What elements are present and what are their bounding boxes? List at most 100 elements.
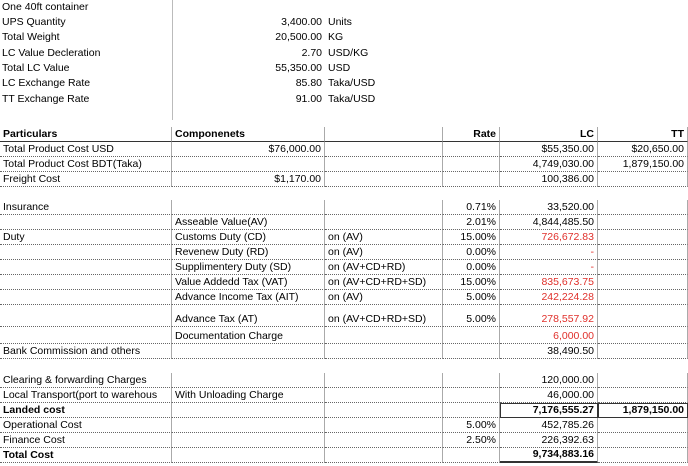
empty-cell <box>598 260 688 275</box>
component-cell: Customs Duty (CD) <box>172 230 325 245</box>
empty-cell <box>325 200 443 215</box>
component-cell: Advance Income Tax (AIT) <box>172 290 325 305</box>
particulars-cell: Insurance <box>0 200 172 215</box>
info-unit: USD/KG <box>328 46 369 59</box>
lc-cell: - <box>500 260 598 275</box>
info-value: 20,500.00 <box>275 31 322 44</box>
tt-cell: TT <box>598 127 688 142</box>
empty-cell <box>598 418 688 433</box>
info-unit: Taka/USD <box>328 92 376 105</box>
empty-cell <box>325 142 443 157</box>
lc-cell: 9,734,883.16 <box>500 448 598 463</box>
lc-cell: 4,749,030.00 <box>500 157 598 172</box>
basis-cell: on (AV+CD+RD+SD) <box>325 275 443 290</box>
basis-cell: on (AV+CD+RD) <box>325 260 443 275</box>
empty-cell <box>325 327 443 344</box>
empty-cell <box>443 172 500 187</box>
lc-cell: 242,224.28 <box>500 290 598 305</box>
lc-cell: LC <box>500 127 598 142</box>
empty-cell <box>598 327 688 344</box>
tt-cell: $20,650.00 <box>598 142 688 157</box>
empty-cell <box>443 448 500 463</box>
component-cell: $1,170.00 <box>172 172 325 187</box>
empty-cell <box>443 344 500 359</box>
lc-cell: - <box>500 245 598 260</box>
particulars-cell: Landed cost <box>0 403 172 418</box>
empty-cell <box>325 127 443 142</box>
rate-cell: 5.00% <box>443 305 500 327</box>
empty-cell <box>325 172 443 187</box>
rate-cell: Rate <box>443 127 500 142</box>
empty-cell <box>0 327 172 344</box>
rate-cell: 0.00% <box>443 260 500 275</box>
lc-cell: 726,672.83 <box>500 230 598 245</box>
empty-cell <box>443 388 500 403</box>
lc-cell: 6,000.00 <box>500 327 598 344</box>
empty-cell <box>172 344 325 359</box>
empty-cell <box>598 433 688 448</box>
component-cell: Revenew Duty (RD) <box>172 245 325 260</box>
empty-cell <box>325 448 443 463</box>
empty-cell <box>325 403 443 418</box>
lc-cell: $55,350.00 <box>500 142 598 157</box>
particulars-cell: Local Transport(port to warehous <box>0 388 172 403</box>
info-unit: Units <box>328 16 352 28</box>
particulars-cell: Bank Commission and others <box>0 344 172 359</box>
rate-cell: 2.50% <box>443 433 500 448</box>
particulars-cell: Finance Cost <box>0 433 172 448</box>
empty-cell <box>0 290 172 305</box>
lc-cell: 38,490.50 <box>500 344 598 359</box>
basis-cell: on (AV) <box>325 245 443 260</box>
component-cell: Supplimentery Duty (SD) <box>172 260 325 275</box>
info-label: UPS Quantity <box>2 16 66 28</box>
lc-cell: 120,000.00 <box>500 373 598 388</box>
particulars-cell: Freight Cost <box>0 172 172 187</box>
lc-cell: 226,392.63 <box>500 433 598 448</box>
rate-cell: 2.01% <box>443 215 500 230</box>
empty-cell <box>598 230 688 245</box>
empty-cell <box>598 275 688 290</box>
column-border <box>172 0 173 120</box>
basis-cell: on (AV+CD+RD+SD) <box>325 305 443 327</box>
rate-cell: 15.00% <box>443 230 500 245</box>
lc-cell: 46,000.00 <box>500 388 598 403</box>
component-cell: Asseable Value(AV) <box>172 215 325 230</box>
empty-cell <box>325 157 443 172</box>
empty-cell <box>443 157 500 172</box>
lc-cell: 835,673.75 <box>500 275 598 290</box>
empty-cell <box>172 418 325 433</box>
empty-cell <box>598 215 688 230</box>
empty-cell <box>598 290 688 305</box>
empty-cell <box>598 245 688 260</box>
info-label: Total LC Value <box>2 61 70 74</box>
component-cell: Value Addedd Tax (VAT) <box>172 275 325 290</box>
lc-cell: 100,386.00 <box>500 172 598 187</box>
empty-cell <box>172 448 325 463</box>
empty-cell <box>0 305 172 327</box>
empty-cell <box>598 448 688 463</box>
particulars-cell: Total Cost <box>0 448 172 463</box>
empty-cell <box>443 142 500 157</box>
lc-cell: 33,520.00 <box>500 200 598 215</box>
empty-cell <box>443 373 500 388</box>
empty-cell <box>325 388 443 403</box>
info-label: LC Value Decleration <box>2 46 101 59</box>
component-cell: Componenets <box>172 127 325 142</box>
particulars-cell: Clearing & forwarding Charges <box>0 373 172 388</box>
empty-cell <box>172 403 325 418</box>
empty-cell <box>325 373 443 388</box>
empty-cell <box>325 433 443 448</box>
empty-cell <box>443 327 500 344</box>
particulars-cell: Particulars <box>0 127 172 142</box>
empty-cell <box>172 200 325 215</box>
empty-cell <box>172 157 325 172</box>
empty-cell <box>598 373 688 388</box>
particulars-cell: Total Product Cost USD <box>0 142 172 157</box>
info-value: 55,350.00 <box>275 61 322 74</box>
empty-cell <box>325 418 443 433</box>
basis-cell: on (AV) <box>325 230 443 245</box>
component-cell: With Unloading Charge <box>172 388 325 403</box>
empty-cell <box>0 260 172 275</box>
info-unit: KG <box>328 31 344 44</box>
component-cell: Advance Tax (AT) <box>172 305 325 327</box>
